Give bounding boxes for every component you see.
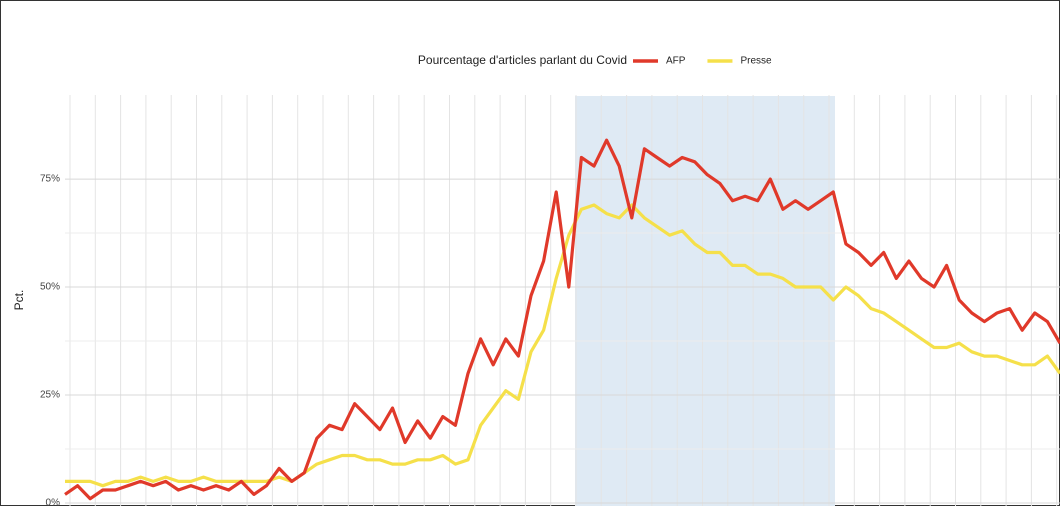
legend-title: Pourcentage d'articles parlant du Covid: [418, 53, 627, 67]
legend-label: AFP: [666, 56, 686, 67]
y-tick-label: 0%: [46, 498, 61, 506]
y-tick-label: 25%: [40, 390, 60, 401]
grid: [65, 95, 1060, 506]
y-tick-label: 75%: [40, 174, 60, 185]
line-1: [65, 203, 1060, 488]
y-axis-label: Pct.: [12, 290, 26, 311]
y-tick-label: 50%: [40, 282, 60, 293]
legend-label: Presse: [740, 56, 772, 67]
line-0: [64, 138, 1060, 501]
